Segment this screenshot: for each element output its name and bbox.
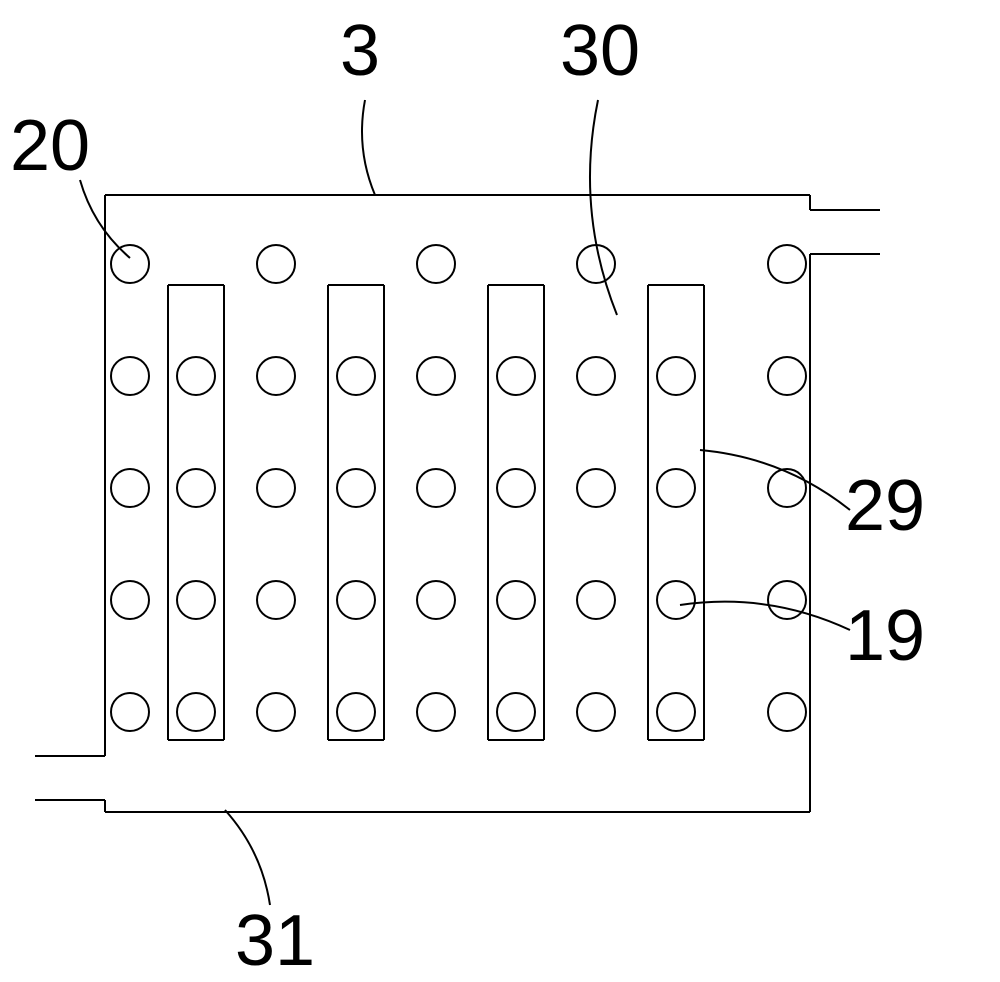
label-19: 19 <box>845 596 925 676</box>
label-20: 20 <box>10 106 90 186</box>
label-30: 30 <box>560 11 640 91</box>
label-3: 3 <box>340 11 380 91</box>
heat-exchanger-diagram: 3 19 20 29 30 31 <box>0 0 1000 982</box>
label-29: 29 <box>845 466 925 546</box>
label-31: 31 <box>235 901 315 981</box>
